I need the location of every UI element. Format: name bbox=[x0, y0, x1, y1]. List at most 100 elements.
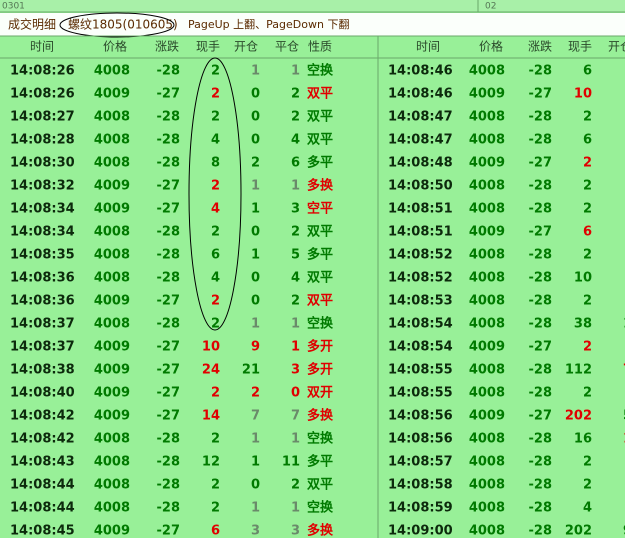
volume-cell: 2 bbox=[211, 432, 220, 447]
time-cell: 14:08:52 bbox=[388, 271, 453, 286]
price-cell: 4008 bbox=[94, 501, 130, 516]
time-cell: 14:08:48 bbox=[388, 156, 453, 171]
change-cell: -27 bbox=[529, 340, 553, 355]
change-cell: -27 bbox=[157, 524, 181, 538]
time-cell: 14:08:47 bbox=[388, 133, 453, 148]
open-cell: 1 bbox=[251, 248, 260, 263]
price-cell: 4008 bbox=[469, 64, 505, 79]
time-cell: 14:08:45 bbox=[10, 524, 75, 538]
volume-cell: 2 bbox=[583, 202, 592, 217]
volume-cell: 2 bbox=[211, 317, 220, 332]
change-cell: -27 bbox=[157, 179, 181, 194]
price-cell: 4008 bbox=[469, 524, 505, 538]
volume-cell: 2 bbox=[583, 478, 592, 493]
time-cell: 14:08:26 bbox=[10, 64, 75, 79]
price-cell: 4008 bbox=[469, 455, 505, 470]
volume-cell: 4 bbox=[583, 501, 592, 516]
volume-cell: 38 bbox=[574, 317, 592, 332]
volume-cell: 6 bbox=[211, 524, 220, 538]
open-cell: 3 bbox=[251, 524, 260, 538]
close-cell: 1 bbox=[291, 432, 300, 447]
change-cell: -28 bbox=[157, 478, 181, 493]
time-cell: 14:08:54 bbox=[388, 340, 453, 355]
time-cell: 14:08:34 bbox=[10, 202, 75, 217]
change-cell: -28 bbox=[529, 455, 553, 470]
change-cell: -27 bbox=[157, 386, 181, 401]
open-cell: 1 bbox=[623, 432, 625, 447]
price-cell: 4009 bbox=[94, 524, 130, 538]
change-cell: -28 bbox=[529, 64, 553, 79]
price-cell: 4009 bbox=[94, 294, 130, 309]
open-cell: 1 bbox=[251, 317, 260, 332]
time-cell: 14:08:54 bbox=[388, 317, 453, 332]
title-bar bbox=[0, 13, 625, 36]
time-cell: 14:08:56 bbox=[388, 432, 453, 447]
nature-cell: 多平 bbox=[307, 247, 333, 263]
change-cell: -28 bbox=[529, 363, 553, 378]
change-cell: -27 bbox=[157, 202, 181, 217]
close-cell: 2 bbox=[291, 478, 300, 493]
price-cell: 4009 bbox=[94, 87, 130, 102]
change-cell: -28 bbox=[529, 202, 553, 217]
price-cell: 4009 bbox=[94, 202, 130, 217]
time-cell: 14:08:46 bbox=[388, 64, 453, 79]
column-header: 价格 bbox=[103, 39, 127, 54]
nature-cell: 空换 bbox=[307, 316, 334, 332]
nature-cell: 双平 bbox=[307, 478, 333, 493]
instrument: 螺纹1805(010605) bbox=[68, 18, 178, 32]
volume-cell: 2 bbox=[211, 294, 220, 309]
time-cell: 14:08:44 bbox=[10, 501, 75, 516]
time-cell: 14:08:58 bbox=[388, 478, 453, 493]
volume-cell: 2 bbox=[211, 478, 220, 493]
volume-cell: 2 bbox=[583, 156, 592, 171]
price-cell: 4009 bbox=[94, 409, 130, 424]
close-cell: 4 bbox=[291, 271, 300, 286]
time-cell: 14:08:55 bbox=[388, 363, 453, 378]
change-cell: -27 bbox=[529, 156, 553, 171]
price-cell: 4009 bbox=[94, 340, 130, 355]
volume-cell: 112 bbox=[565, 363, 592, 378]
open-cell: 0 bbox=[251, 225, 260, 240]
nature-cell: 多换 bbox=[307, 523, 334, 538]
open-cell: 9 bbox=[623, 524, 625, 538]
time-cell: 14:08:36 bbox=[10, 294, 75, 309]
volume-cell: 2 bbox=[211, 386, 220, 401]
column-header: 涨跌 bbox=[528, 39, 552, 54]
open-cell: 1 bbox=[251, 179, 260, 194]
price-cell: 4008 bbox=[94, 317, 130, 332]
time-cell: 14:08:27 bbox=[10, 110, 75, 125]
volume-cell: 16 bbox=[574, 432, 592, 447]
price-cell: 4008 bbox=[469, 501, 505, 516]
change-cell: -28 bbox=[157, 432, 181, 447]
volume-cell: 2 bbox=[583, 110, 592, 125]
volume-cell: 2 bbox=[211, 179, 220, 194]
nature-cell: 双平 bbox=[307, 110, 333, 125]
close-cell: 1 bbox=[291, 179, 300, 194]
change-cell: -27 bbox=[157, 87, 181, 102]
volume-cell: 14 bbox=[202, 409, 220, 424]
close-cell: 4 bbox=[291, 133, 300, 148]
price-cell: 4009 bbox=[469, 156, 505, 171]
open-cell: 1 bbox=[251, 202, 260, 217]
change-cell: -27 bbox=[157, 294, 181, 309]
time-cell: 14:08:52 bbox=[388, 248, 453, 263]
open-cell: 1 bbox=[251, 432, 260, 447]
change-cell: -28 bbox=[157, 271, 181, 286]
time-cell: 14:08:37 bbox=[10, 340, 75, 355]
close-cell: 1 bbox=[291, 501, 300, 516]
top-strip bbox=[0, 0, 625, 12]
volume-cell: 10 bbox=[202, 340, 220, 355]
close-cell: 2 bbox=[291, 225, 300, 240]
price-cell: 4008 bbox=[469, 133, 505, 148]
price-cell: 4008 bbox=[469, 202, 505, 217]
close-cell: 2 bbox=[291, 110, 300, 125]
open-cell: 0 bbox=[251, 87, 260, 102]
change-cell: -28 bbox=[157, 317, 181, 332]
price-cell: 4008 bbox=[469, 478, 505, 493]
price-cell: 4008 bbox=[469, 110, 505, 125]
annotation-circle bbox=[59, 12, 175, 38]
column-header: 现手 bbox=[196, 40, 220, 54]
time-cell: 14:09:00 bbox=[388, 524, 453, 538]
